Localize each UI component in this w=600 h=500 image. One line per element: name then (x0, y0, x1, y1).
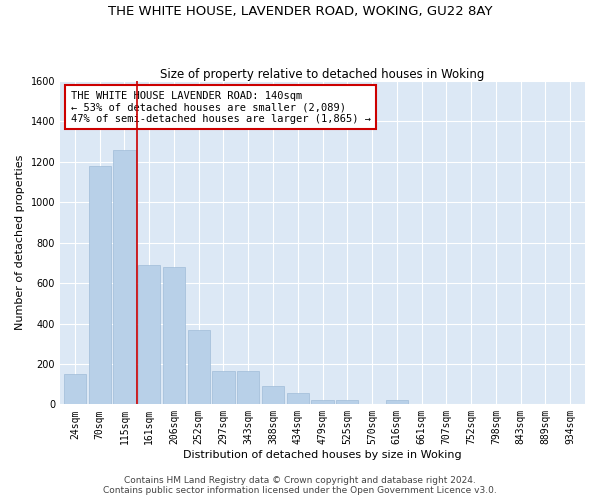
Bar (163, 267, 185, 404)
Bar (113, 150, 136, 404)
X-axis label: Distribution of detached houses by size in Woking: Distribution of detached houses by size … (183, 450, 462, 460)
Bar (311, 400, 334, 404)
Bar (237, 371, 259, 404)
Bar (89, 166, 111, 404)
Text: THE WHITE HOUSE LAVENDER ROAD: 140sqm
← 53% of detached houses are smaller (2,08: THE WHITE HOUSE LAVENDER ROAD: 140sqm ← … (71, 90, 371, 124)
Text: THE WHITE HOUSE, LAVENDER ROAD, WOKING, GU22 8AY: THE WHITE HOUSE, LAVENDER ROAD, WOKING, … (108, 5, 492, 18)
Bar (262, 386, 284, 404)
Bar (138, 265, 160, 404)
Title: Size of property relative to detached houses in Woking: Size of property relative to detached ho… (160, 68, 485, 81)
Bar (64, 374, 86, 404)
Bar (188, 330, 210, 404)
Bar (386, 400, 408, 404)
Bar (287, 393, 309, 404)
Bar (212, 371, 235, 404)
Text: Contains HM Land Registry data © Crown copyright and database right 2024.
Contai: Contains HM Land Registry data © Crown c… (103, 476, 497, 495)
Bar (336, 400, 358, 404)
Y-axis label: Number of detached properties: Number of detached properties (15, 155, 25, 330)
